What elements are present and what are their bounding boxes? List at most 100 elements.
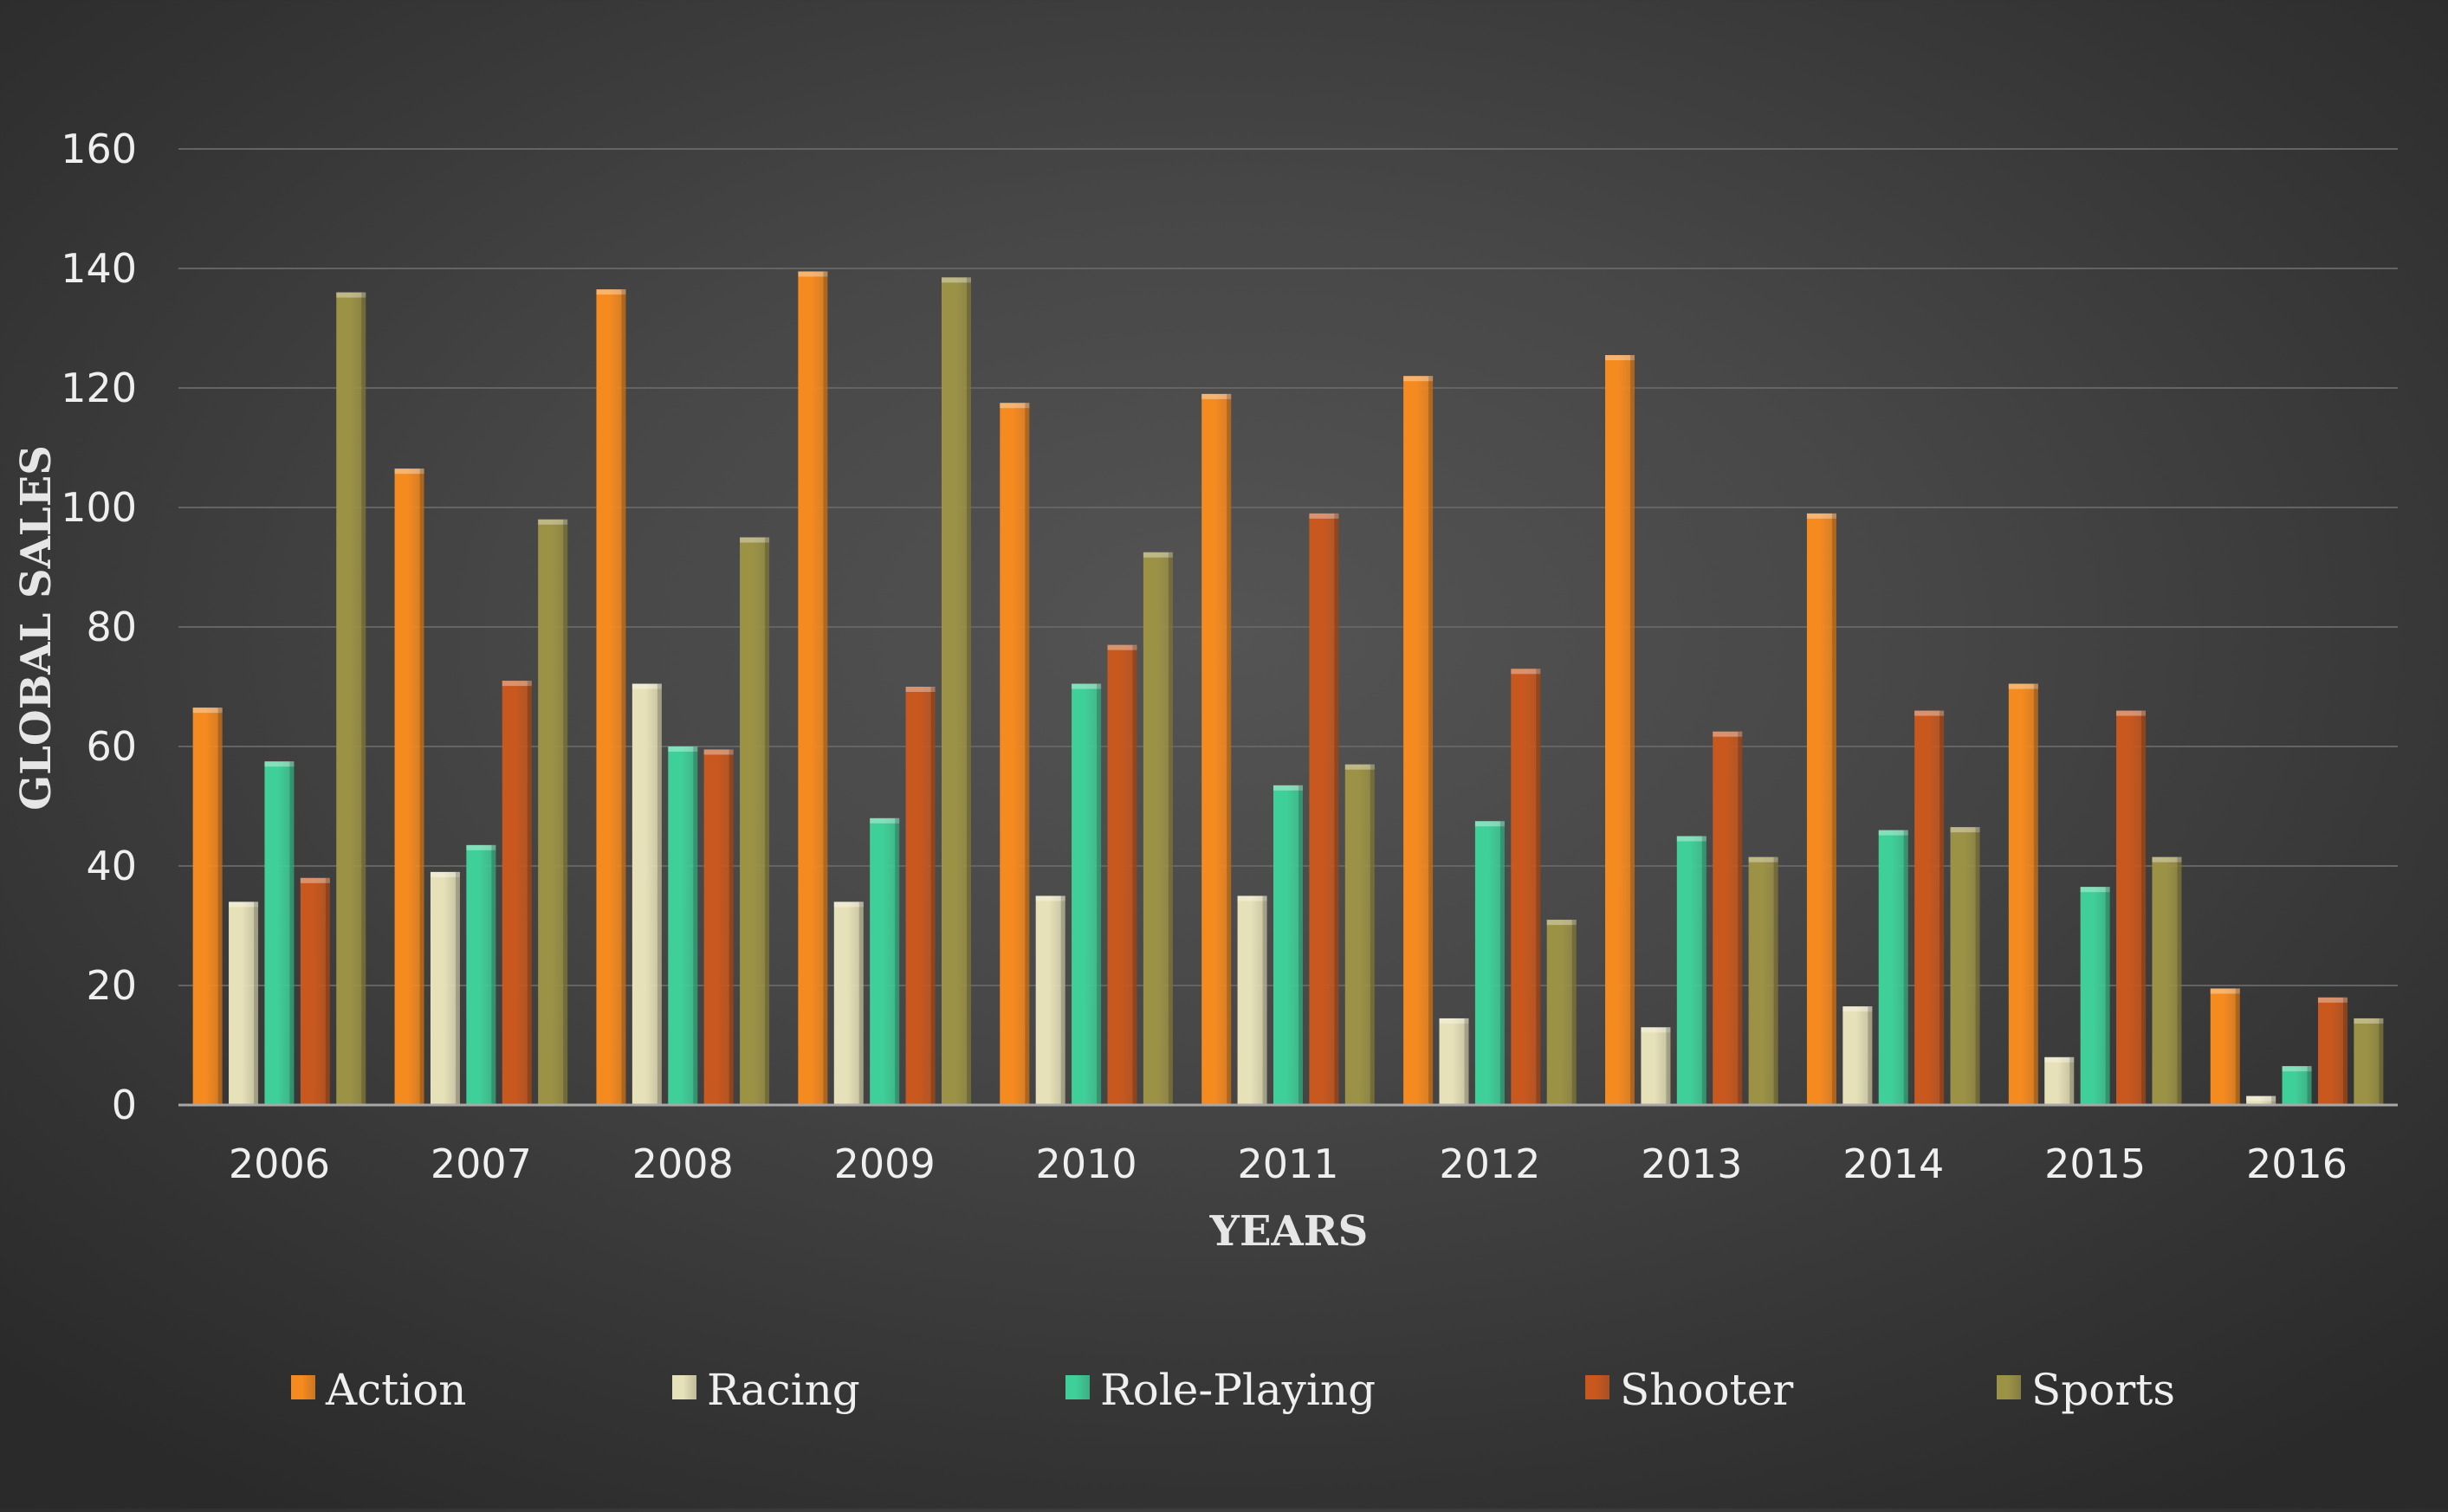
- bar-role-playing-2008: [668, 746, 698, 1105]
- bar-bevel: [1641, 1027, 1671, 1033]
- bar-edge: [2342, 997, 2348, 1105]
- bar-edge: [2379, 1018, 2384, 1105]
- bar-racing-2012: [1439, 1018, 1469, 1105]
- legend-item-role-playing: Role-Playing: [1065, 1365, 1376, 1415]
- bar-edge: [2141, 710, 2147, 1105]
- bar-shooter-2013: [1713, 731, 1743, 1105]
- legend: Action Racing Role-Playing Shooter Sports: [291, 1365, 2175, 1415]
- x-tick-label: 2007: [431, 1140, 532, 1187]
- bar-action-2007: [394, 468, 424, 1105]
- bar-edge: [858, 901, 864, 1105]
- bar-bevel: [1914, 710, 1945, 716]
- bar-edge: [1630, 355, 1635, 1105]
- bar-action-2009: [798, 271, 828, 1105]
- bar-edge: [966, 277, 971, 1106]
- bar-shooter-2010: [1107, 644, 1137, 1105]
- bar-bevel: [1344, 764, 1375, 770]
- legend-item-shooter: Shooter: [1585, 1365, 1793, 1415]
- bar-bevel: [596, 289, 626, 295]
- bar-sports-2012: [1546, 920, 1577, 1105]
- y-axis-title: GLOBAL SALES: [12, 445, 61, 811]
- legend-label: Racing: [707, 1365, 860, 1415]
- x-tick-label: 2014: [1842, 1140, 1944, 1187]
- bar-bevel: [1950, 827, 1980, 833]
- bar-edge: [1903, 830, 1908, 1105]
- bar-bevel: [1143, 552, 1173, 558]
- bar-bevel: [1439, 1018, 1469, 1024]
- bar-edge: [1940, 710, 1945, 1105]
- x-tick-label: 2015: [2044, 1140, 2146, 1187]
- bar-bevel: [394, 468, 424, 475]
- bar-edge: [1262, 895, 1267, 1105]
- bar-edge: [491, 844, 496, 1105]
- bar-bevel: [870, 817, 900, 824]
- bar-bevel: [1107, 644, 1137, 650]
- bar-edge: [1298, 785, 1303, 1105]
- bar-bevel: [1842, 1006, 1873, 1012]
- bar-role-playing-2012: [1474, 821, 1505, 1105]
- legend-item-sports: Sports: [1997, 1365, 2175, 1415]
- bar-edge: [289, 761, 295, 1105]
- y-tick-label: 80: [86, 604, 137, 650]
- bar-edge: [1060, 895, 1065, 1105]
- bar-role-playing-2010: [1072, 683, 1102, 1105]
- bar-edge: [1370, 764, 1375, 1105]
- legend-label: Shooter: [1620, 1365, 1793, 1415]
- bar-edge: [2271, 1095, 2276, 1105]
- legend-swatch: [672, 1375, 696, 1399]
- bar-bevel: [740, 537, 770, 543]
- bar-action-2016: [2210, 988, 2240, 1105]
- bar-bevel: [2152, 856, 2182, 863]
- bar-role-playing-2011: [1273, 785, 1303, 1105]
- bar-role-playing-2013: [1676, 836, 1706, 1105]
- bar-edge: [1666, 1027, 1671, 1105]
- bar-racing-2007: [430, 871, 460, 1105]
- bar-edge: [895, 817, 900, 1105]
- bar-bevel: [264, 761, 295, 767]
- bar-edge: [2307, 1066, 2312, 1105]
- bar-sports-2008: [740, 537, 770, 1105]
- legend-swatch: [291, 1375, 315, 1399]
- bar-racing-2015: [2044, 1056, 2075, 1105]
- bar-edge: [1701, 836, 1706, 1105]
- bar-edge: [765, 537, 770, 1105]
- bar-action-2008: [596, 289, 626, 1105]
- bar-edge: [1097, 683, 1102, 1105]
- bar-bevel: [1000, 403, 1030, 409]
- legend-swatch: [1065, 1375, 1090, 1399]
- bar-sports-2015: [2152, 856, 2182, 1105]
- bar-bevel: [1878, 830, 1908, 836]
- bar-sports-2009: [941, 277, 971, 1106]
- bar-bevel: [668, 746, 698, 752]
- bar-edge: [563, 519, 568, 1105]
- bar-action-2015: [2008, 683, 2038, 1105]
- x-tick-label: 2008: [632, 1140, 734, 1187]
- legend-swatch: [1997, 1375, 2021, 1399]
- bar-action-2006: [192, 708, 223, 1105]
- bar-bevel: [502, 681, 532, 687]
- legend-label: Action: [325, 1365, 467, 1415]
- bar-shooter-2012: [1511, 669, 1541, 1105]
- bar-bevel: [1072, 683, 1102, 689]
- bar-edge: [1428, 376, 1434, 1105]
- bar-edge: [419, 468, 424, 1105]
- bar-bevel: [1511, 669, 1541, 675]
- bar-bevel: [1806, 513, 1836, 519]
- bar-edge: [1536, 669, 1541, 1105]
- bar-bevel: [430, 871, 460, 877]
- y-tick-label: 60: [86, 723, 137, 770]
- bar-edge: [1025, 403, 1030, 1105]
- bar-sports-2006: [336, 292, 366, 1106]
- bar-edge: [693, 746, 698, 1105]
- bar-racing-2010: [1035, 895, 1065, 1105]
- bar-edge: [2069, 1056, 2075, 1105]
- bar-sports-2013: [1748, 856, 1778, 1105]
- legend-label: Sports: [2031, 1365, 2175, 1415]
- bar-bevel: [1713, 731, 1743, 737]
- y-tick-label: 20: [86, 962, 137, 1009]
- bar-bevel: [1309, 513, 1339, 519]
- bar-role-playing-2014: [1878, 830, 1908, 1105]
- bar-sports-2011: [1344, 764, 1375, 1105]
- bar-racing-2006: [229, 901, 259, 1105]
